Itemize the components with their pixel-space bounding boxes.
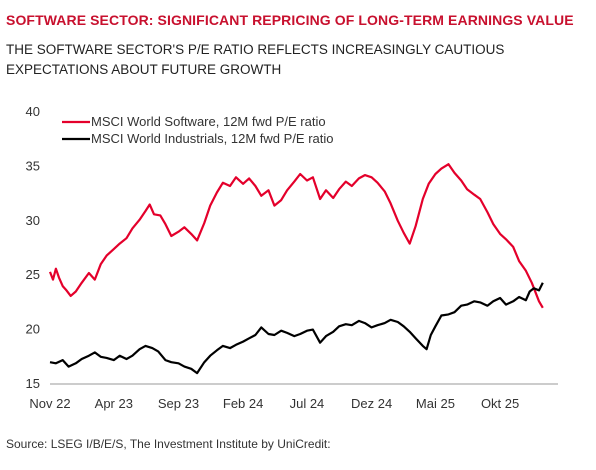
y-tick-label: 30	[26, 213, 40, 228]
chart-legend: MSCI World Software, 12M fwd P/E ratio MS…	[62, 114, 334, 146]
legend-label-industrials: MSCI World Industrials, 12M fwd P/E rati…	[91, 131, 334, 146]
x-tick-label: Jul 24	[290, 396, 325, 411]
y-tick-label: 25	[26, 267, 40, 282]
y-tick-label: 40	[26, 104, 40, 119]
y-tick-label: 20	[26, 322, 40, 337]
x-axis: Nov 22 Apr 23 Sep 23 Feb 24 Jul 24 Dez 24 Mai …	[29, 383, 558, 411]
y-tick-label: 15	[26, 376, 40, 391]
legend-label-software: MSCI World Software, 12M fwd P/E ratio	[91, 114, 326, 129]
industrials-pe-line	[49, 282, 544, 375]
x-tick-label: Dez 24	[351, 396, 392, 411]
source-note: Source: LSEG I/B/E/S, The Investment Ins…	[6, 437, 331, 451]
chart-subtitle: THE SOFTWARE SECTOR'S P/E RATIO REFLECTS…	[6, 42, 505, 77]
x-tick-label: Sep 23	[158, 396, 199, 411]
x-tick-label: Mai 25	[416, 396, 455, 411]
y-tick-label: 35	[26, 158, 40, 173]
x-tick-label: Apr 23	[95, 396, 133, 411]
x-tick-label: Nov 22	[29, 396, 70, 411]
chart-series	[48, 163, 544, 375]
software-pe-line	[48, 163, 544, 309]
chart-title: SOFTWARE SECTOR: SIGNIFICANT REPRICING O…	[6, 12, 574, 28]
x-tick-label: Okt 25	[481, 396, 519, 411]
x-tick-label: Feb 24	[223, 396, 263, 411]
y-axis: 15 20 25 30 35 40	[26, 104, 40, 391]
